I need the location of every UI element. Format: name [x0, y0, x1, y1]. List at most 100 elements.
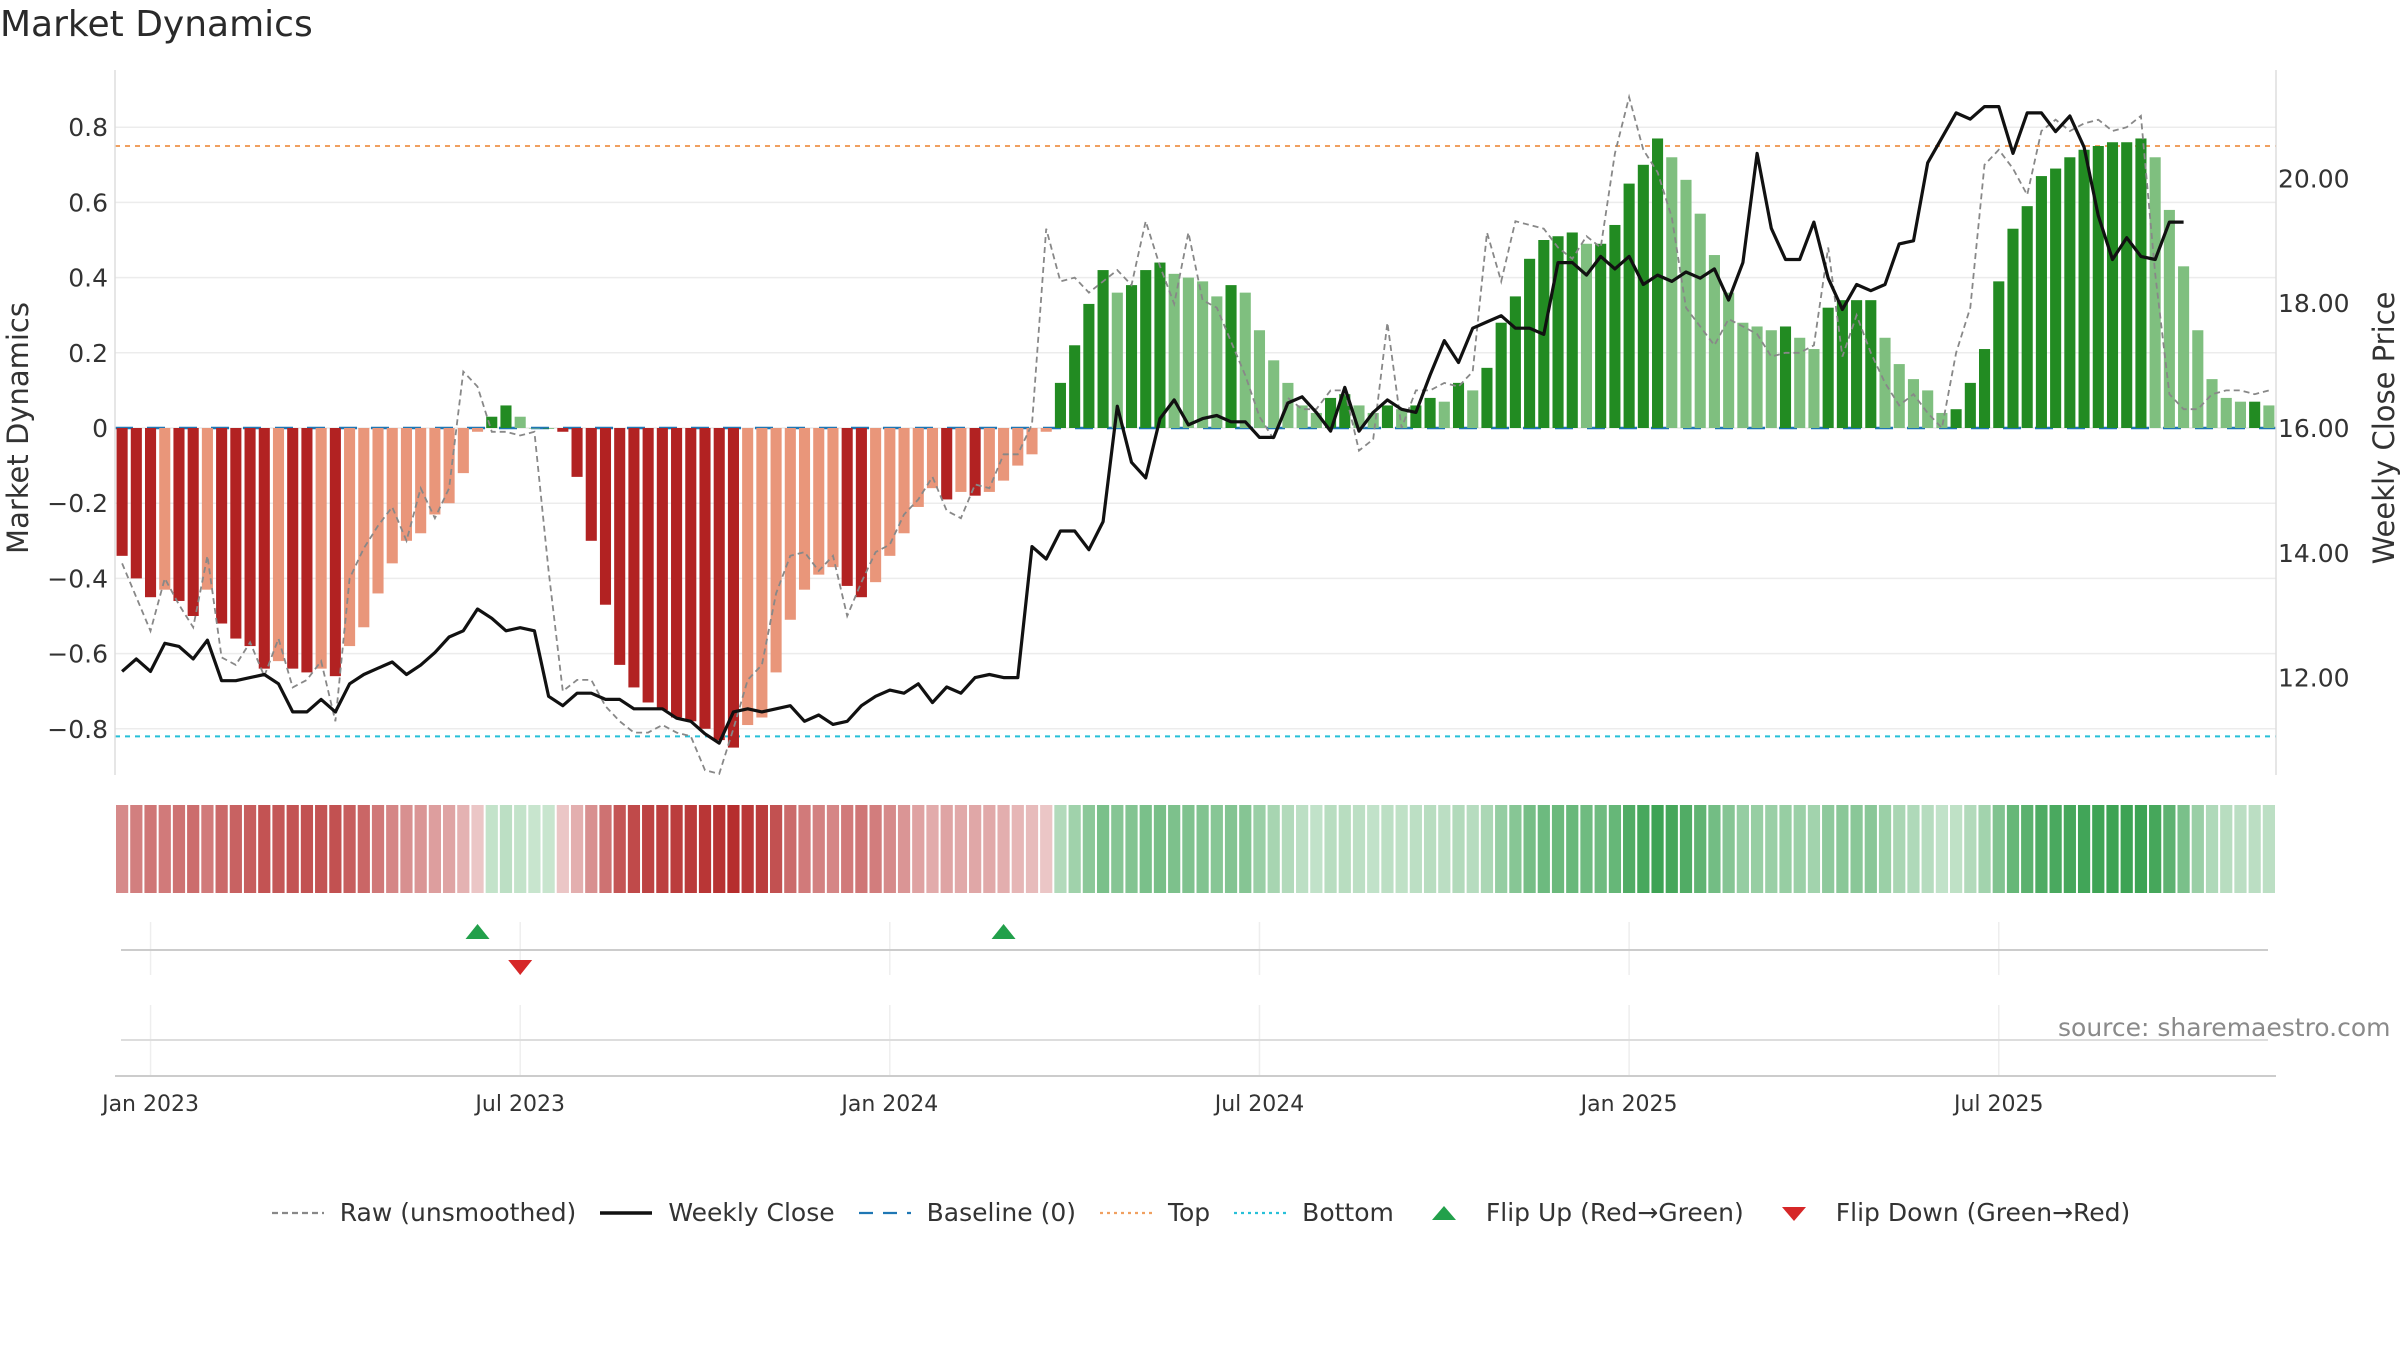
y-tick-label: −0.4	[47, 564, 108, 593]
legend-item: Flip Up (Red→Green)	[1416, 1198, 1744, 1227]
bar	[1765, 330, 1777, 428]
strip-cell	[1921, 805, 1934, 893]
bar	[571, 428, 583, 477]
bar	[1580, 243, 1593, 428]
strip-cell	[1324, 805, 1337, 893]
regime-heat-strip	[116, 805, 2275, 893]
bar	[656, 428, 668, 710]
bar	[2064, 157, 2076, 428]
strip-cell	[969, 805, 982, 893]
strip-cell	[642, 805, 655, 893]
strip-cell	[386, 805, 399, 893]
line-series	[121, 93, 2270, 775]
strip-cell	[357, 805, 370, 893]
axes: 0.8 0.6 0.4 0.2 0 −0.2 −0.4 −0.6 −0.8 20.00 18.00 1…	[1, 70, 2400, 775]
legend-label: Bottom	[1302, 1198, 1394, 1227]
bar	[144, 428, 157, 598]
strip-cell	[187, 805, 200, 893]
strip-cell	[1281, 805, 1295, 893]
bar	[2050, 168, 2062, 428]
bar	[983, 428, 995, 492]
strip-cell	[1736, 805, 1749, 893]
legend-item: Baseline (0)	[857, 1198, 1076, 1227]
bar	[1040, 428, 1052, 432]
bar	[358, 428, 370, 628]
strip-cell	[144, 805, 157, 893]
bar	[116, 428, 128, 556]
bar	[1239, 292, 1251, 428]
strip-cell	[2063, 805, 2076, 893]
strip-cell	[2234, 805, 2247, 893]
strip-cell	[428, 805, 441, 893]
y2-tick-label: 12.00	[2278, 664, 2350, 693]
strip-cell	[1423, 805, 1437, 893]
strip-cell	[1168, 805, 1181, 893]
strip-cell	[1651, 805, 1664, 893]
bar	[429, 428, 441, 515]
strip-cell	[826, 805, 840, 893]
strip-cell	[457, 805, 470, 893]
bar	[514, 416, 526, 428]
bar	[1879, 337, 1891, 428]
strip-cell	[315, 805, 328, 893]
bar	[2149, 157, 2161, 428]
strip-cell	[741, 805, 754, 893]
bar	[1794, 337, 1806, 428]
bar	[1410, 405, 1422, 428]
strip-cell	[570, 805, 584, 893]
strip-cell	[1296, 805, 1309, 893]
strip-cell	[841, 805, 854, 893]
strip-cell	[528, 805, 541, 893]
bar	[2121, 142, 2133, 429]
bar	[1026, 428, 1038, 455]
y2-tick-label: 20.00	[2278, 164, 2350, 193]
strip-cell	[1239, 805, 1252, 893]
y-tick-label: 0.2	[68, 339, 108, 368]
strip-cell	[1694, 805, 1707, 893]
bar	[1168, 273, 1180, 428]
strip-cell	[912, 805, 925, 893]
strip-cell	[599, 805, 612, 893]
strip-cell	[1153, 805, 1167, 893]
bar	[1623, 183, 1635, 428]
strip-cell	[997, 805, 1010, 893]
bar	[1396, 409, 1408, 428]
strip-cell	[286, 805, 299, 893]
strip-cell	[2262, 805, 2275, 893]
strip-cell	[414, 805, 427, 893]
bar	[1069, 345, 1081, 428]
bar	[1922, 390, 1934, 428]
strip-cell	[897, 805, 911, 893]
bar	[344, 428, 356, 647]
legend-item: Weekly Close	[598, 1198, 835, 1227]
legend-label: Flip Up (Red→Green)	[1485, 1198, 1744, 1227]
strip-cell	[1409, 805, 1422, 893]
bar	[1723, 292, 1735, 428]
bar	[471, 428, 484, 432]
bar	[969, 428, 981, 496]
strip-cell	[1608, 805, 1622, 893]
strip-cell	[2006, 805, 2020, 893]
bar	[1680, 179, 1692, 428]
strip-cell	[1466, 805, 1479, 893]
bar	[1154, 262, 1166, 428]
bar	[1125, 285, 1138, 428]
bar	[1751, 326, 1763, 428]
strip-cell	[1765, 805, 1778, 893]
bar	[1381, 405, 1393, 428]
bar	[1083, 303, 1095, 428]
bar	[813, 428, 825, 575]
strip-cell	[1011, 805, 1024, 893]
strip-cell	[1210, 805, 1223, 893]
y-tick-label: −0.6	[47, 640, 108, 669]
bar	[2035, 176, 2047, 428]
strip-cell	[1068, 805, 1081, 893]
bar	[2178, 266, 2190, 428]
bar	[941, 428, 953, 500]
bar	[614, 428, 626, 665]
bar	[1708, 255, 1720, 428]
flip-up-marker	[991, 924, 1016, 939]
bar	[1296, 405, 1308, 428]
strip-cell	[1267, 805, 1280, 893]
strip-cell	[2205, 805, 2219, 893]
